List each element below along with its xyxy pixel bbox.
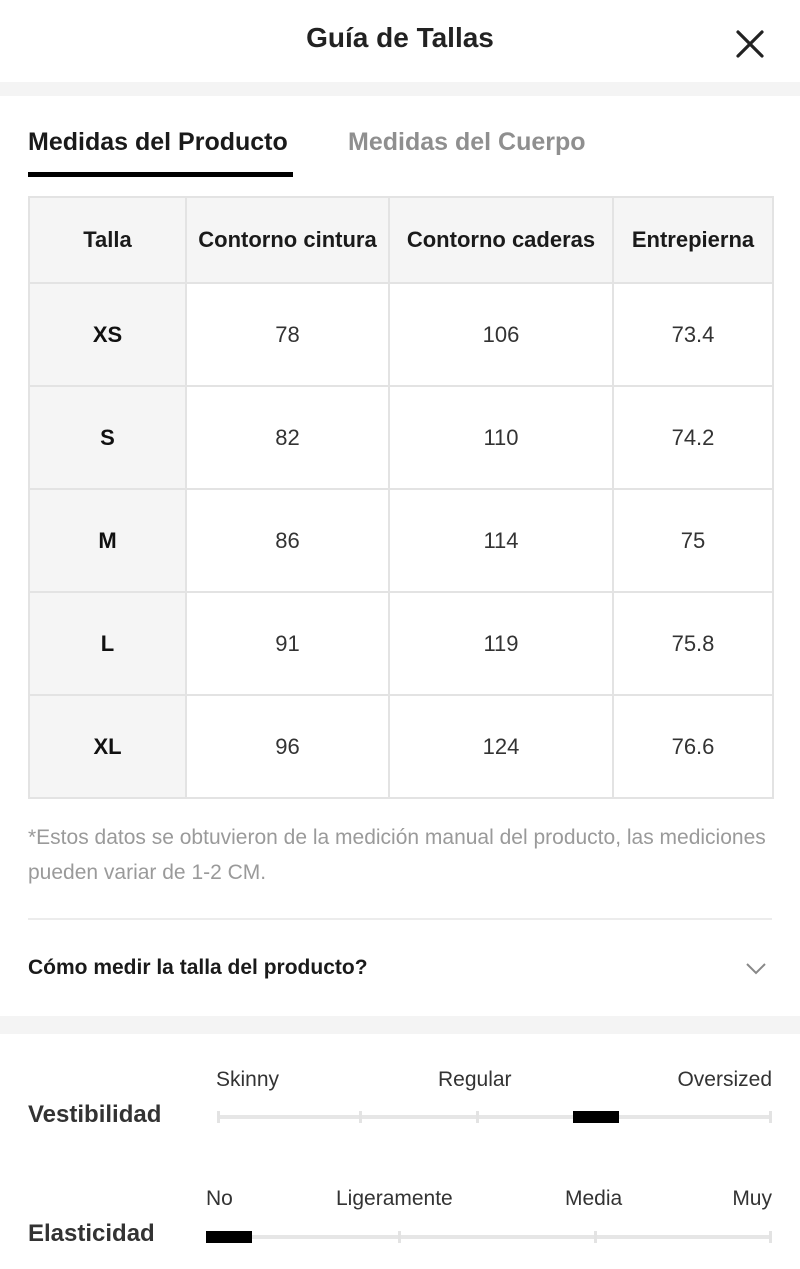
tab-body-measurements[interactable]: Medidas del Cuerpo (348, 128, 586, 156)
waist-cell: 78 (185, 282, 390, 387)
fit-tick (476, 1111, 479, 1123)
size-cell: L (28, 591, 187, 696)
size-cell: S (28, 385, 187, 490)
elasticity-tick (594, 1231, 597, 1243)
table-row: L 91 119 75.8 (28, 591, 774, 696)
table-header-row: Talla Contorno cintura Contorno caderas … (28, 196, 774, 284)
close-button[interactable] (732, 26, 768, 62)
header-inseam: Entrepierna (612, 196, 774, 284)
measurement-disclaimer: *Estos datos se obtuvieron de la medició… (28, 826, 766, 884)
elasticity-tick (398, 1231, 401, 1243)
fit-option-regular: Regular (438, 1068, 512, 1091)
size-table: Talla Contorno cintura Contorno caderas … (28, 196, 774, 799)
table-row: XL 96 124 76.6 (28, 694, 774, 799)
hips-cell: 124 (388, 694, 614, 799)
inseam-cell: 75 (612, 488, 774, 593)
table-row: M 86 114 75 (28, 488, 774, 593)
fit-track (217, 1115, 772, 1119)
measurement-tabs: Medidas del Producto Medidas del Cuerpo (0, 96, 800, 186)
header-waist: Contorno cintura (185, 196, 390, 284)
how-to-measure-label: Cómo medir la talla del producto? (28, 956, 368, 979)
inseam-cell: 74.2 (612, 385, 774, 490)
fit-tick (359, 1111, 362, 1123)
divider (28, 918, 772, 920)
section-separator (0, 82, 800, 96)
fit-indicator (573, 1111, 620, 1123)
elasticity-option-very: Muy (732, 1187, 772, 1210)
header-size: Talla (28, 196, 187, 284)
size-cell: M (28, 488, 187, 593)
active-tab-indicator (28, 172, 293, 177)
waist-cell: 96 (185, 694, 390, 799)
hips-cell: 119 (388, 591, 614, 696)
tab-product-measurements[interactable]: Medidas del Producto (28, 128, 288, 156)
inseam-cell: 73.4 (612, 282, 774, 387)
table-row: XS 78 106 73.4 (28, 282, 774, 387)
hips-cell: 110 (388, 385, 614, 490)
elasticity-option-slight: Ligeramente (336, 1187, 453, 1210)
elasticity-option-medium: Media (565, 1187, 623, 1210)
waist-cell: 86 (185, 488, 390, 593)
modal-header: Guía de Tallas (0, 0, 800, 82)
fit-tick (769, 1111, 772, 1123)
fit-tick (217, 1111, 220, 1123)
hips-cell: 106 (388, 282, 614, 387)
inseam-cell: 75.8 (612, 591, 774, 696)
close-icon (736, 30, 764, 58)
elasticity-option-no: No (206, 1187, 233, 1210)
elasticity-label: Elasticidad (28, 1220, 155, 1247)
elasticity-track (206, 1235, 772, 1239)
fit-option-oversized: Oversized (677, 1068, 772, 1091)
hips-cell: 114 (388, 488, 614, 593)
header-hips: Contorno caderas (388, 196, 614, 284)
table-row: S 82 110 74.2 (28, 385, 774, 490)
elasticity-tick (769, 1231, 772, 1243)
size-cell: XS (28, 282, 187, 387)
fit-label: Vestibilidad (28, 1101, 162, 1128)
fit-option-skinny: Skinny (216, 1068, 280, 1091)
waist-cell: 82 (185, 385, 390, 490)
how-to-measure-accordion[interactable]: Cómo medir la talla del producto? (0, 920, 800, 1016)
section-separator (0, 1016, 800, 1034)
chevron-down-icon (746, 963, 766, 975)
inseam-cell: 76.6 (612, 694, 774, 799)
elasticity-indicator (206, 1231, 252, 1243)
waist-cell: 91 (185, 591, 390, 696)
size-cell: XL (28, 694, 187, 799)
page-title: Guía de Tallas (306, 22, 494, 53)
